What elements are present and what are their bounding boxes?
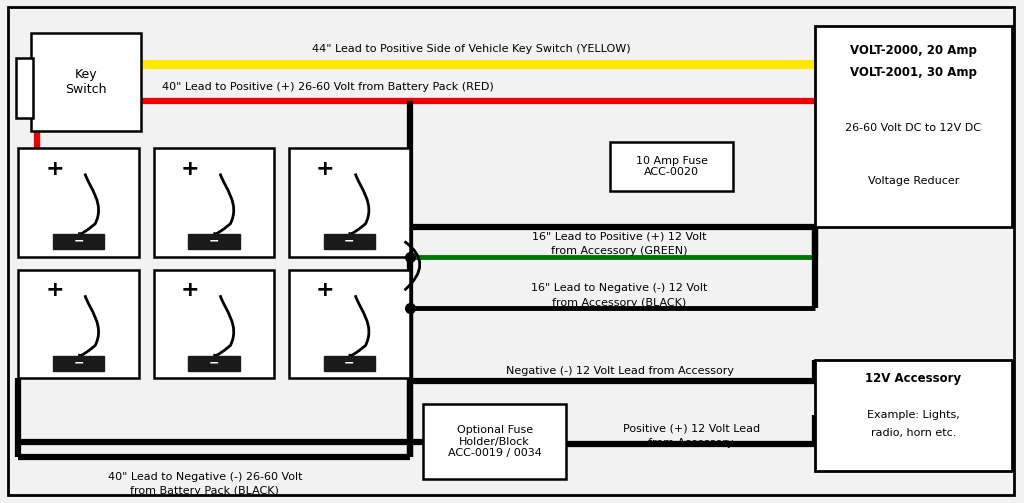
Bar [18, 270, 139, 378]
Bar [53, 234, 104, 249]
Text: −: − [209, 235, 219, 248]
Bar [154, 270, 274, 378]
Text: Key
Switch: Key Switch [66, 68, 106, 96]
Bar [289, 270, 410, 378]
Text: +: + [180, 158, 199, 179]
Text: from Battery Pack (BLACK): from Battery Pack (BLACK) [130, 486, 280, 496]
Text: 40" Lead to Negative (-) 26-60 Volt: 40" Lead to Negative (-) 26-60 Volt [108, 472, 302, 482]
Bar [423, 404, 566, 479]
Bar [154, 148, 274, 257]
Text: −: − [344, 235, 354, 248]
Bar [815, 26, 1012, 227]
Bar [18, 148, 139, 257]
Text: 26-60 Volt DC to 12V DC: 26-60 Volt DC to 12V DC [846, 123, 981, 133]
Text: Negative (-) 12 Volt Lead from Accessory: Negative (-) 12 Volt Lead from Accessory [506, 366, 733, 376]
Text: 16" Lead to Positive (+) 12 Volt: 16" Lead to Positive (+) 12 Volt [532, 231, 707, 241]
Text: 44" Lead to Positive Side of Vehicle Key Switch (YELLOW): 44" Lead to Positive Side of Vehicle Key… [311, 44, 631, 54]
Text: 10 Amp Fuse
ACC-0020: 10 Amp Fuse ACC-0020 [636, 156, 708, 177]
Text: −: − [74, 235, 84, 248]
Text: Example: Lights,: Example: Lights, [867, 410, 959, 420]
Text: from Accessory (GREEN): from Accessory (GREEN) [551, 246, 688, 257]
Text: 12V Accessory: 12V Accessory [865, 372, 962, 385]
Text: −: − [344, 357, 354, 370]
Text: radio, horn etc.: radio, horn etc. [870, 428, 956, 438]
Bar [16, 58, 33, 118]
Text: +: + [180, 280, 199, 300]
Text: VOLT-2000, 20 Amp: VOLT-2000, 20 Amp [850, 44, 977, 57]
Bar [289, 148, 410, 257]
Text: from Accessory: from Accessory [648, 438, 734, 448]
Text: from Accessory (BLACK): from Accessory (BLACK) [552, 298, 687, 308]
Text: Voltage Reducer: Voltage Reducer [867, 176, 959, 186]
Bar [188, 356, 240, 371]
Text: −: − [209, 357, 219, 370]
Bar [815, 360, 1012, 471]
Text: +: + [315, 158, 334, 179]
Text: +: + [315, 280, 334, 300]
Bar [324, 356, 375, 371]
Bar [31, 33, 141, 131]
Text: 40" Lead to Positive (+) 26-60 Volt from Battery Pack (RED): 40" Lead to Positive (+) 26-60 Volt from… [162, 81, 494, 92]
Text: Optional Fuse
Holder/Block
ACC-0019 / 0034: Optional Fuse Holder/Block ACC-0019 / 00… [447, 425, 542, 458]
Bar [53, 356, 104, 371]
Text: VOLT-2001, 30 Amp: VOLT-2001, 30 Amp [850, 66, 977, 79]
Text: +: + [45, 280, 63, 300]
Text: −: − [74, 357, 84, 370]
Bar [610, 142, 733, 191]
Bar [324, 234, 375, 249]
Text: 16" Lead to Negative (-) 12 Volt: 16" Lead to Negative (-) 12 Volt [531, 283, 708, 293]
Text: +: + [45, 158, 63, 179]
Bar [188, 234, 240, 249]
Text: Positive (+) 12 Volt Lead: Positive (+) 12 Volt Lead [623, 423, 760, 433]
